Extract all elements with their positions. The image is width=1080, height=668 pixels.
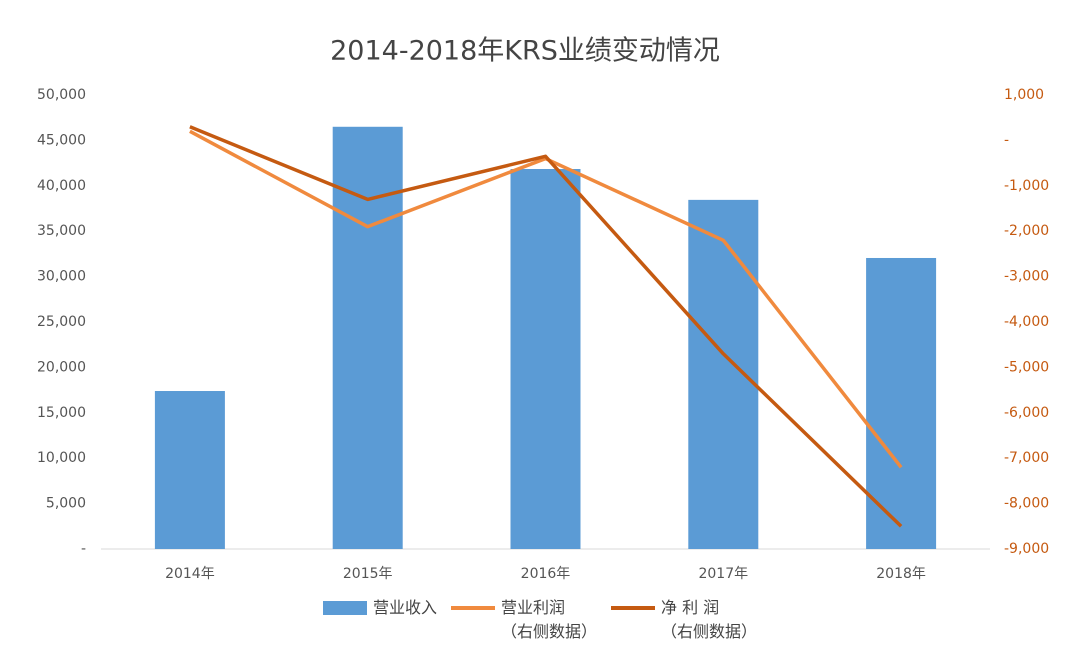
y2-tick-label: -1,000 <box>1004 178 1049 194</box>
bar <box>154 391 225 549</box>
legend-label: 营业收入 <box>372 598 437 617</box>
y-tick-label: 30,000 <box>37 269 86 285</box>
x-tick-label: 2016年 <box>521 566 571 582</box>
y2-tick-label: -9,000 <box>1004 541 1049 557</box>
bar <box>510 169 581 549</box>
y-tick-label: 50,000 <box>37 87 86 103</box>
y2-tick-label: -2,000 <box>1004 223 1049 239</box>
y2-tick-label: -7,000 <box>1004 450 1049 466</box>
y2-tick-label: -8,000 <box>1004 496 1049 512</box>
y-tick-label: 10,000 <box>37 450 86 466</box>
x-tick-label: 2018年 <box>876 566 926 582</box>
bar <box>332 126 403 549</box>
y-tick-label: 15,000 <box>37 405 86 421</box>
x-tick-label: 2015年 <box>343 566 393 582</box>
y-tick-label: 5,000 <box>46 496 86 512</box>
x-tick-label: 2014年 <box>165 566 215 582</box>
legend-swatch <box>611 606 655 610</box>
legend-item: 营业利润 （右侧数据） <box>450 596 597 644</box>
y2-tick-label: 1,000 <box>1004 87 1044 103</box>
legend-item: 净 利 润 （右侧数据） <box>611 596 757 644</box>
legend-label: 营业利润 （右侧数据） <box>500 598 597 641</box>
bar <box>688 199 759 549</box>
legend-item: 营业收入 <box>322 596 437 644</box>
bar <box>866 257 937 549</box>
y2-tick-label: - <box>1004 132 1009 148</box>
y-tick-label: 35,000 <box>37 223 86 239</box>
chart-title: 2014-2018年KRS业绩变动情况 <box>330 36 720 67</box>
y2-tick-label: -3,000 <box>1004 269 1049 285</box>
y-tick-label: 45,000 <box>37 132 86 148</box>
y2-tick-label: -5,000 <box>1004 359 1049 375</box>
y-tick-label: 40,000 <box>37 178 86 194</box>
y2-tick-label: -6,000 <box>1004 405 1049 421</box>
legend-swatch <box>322 601 367 615</box>
line <box>189 125 903 528</box>
legend-label: 净 利 润 （右侧数据） <box>661 598 758 641</box>
y-tick-label: 20,000 <box>37 359 86 375</box>
y-tick-label: - <box>81 541 86 557</box>
y2-tick-label: -4,000 <box>1004 314 1049 330</box>
y-tick-label: 25,000 <box>37 314 86 330</box>
legend: 营业收入 营业利润 （右侧数据） 净 利 润 （右侧数据） <box>0 596 1080 644</box>
x-tick-label: 2017年 <box>698 566 748 582</box>
legend-swatch <box>450 606 495 610</box>
